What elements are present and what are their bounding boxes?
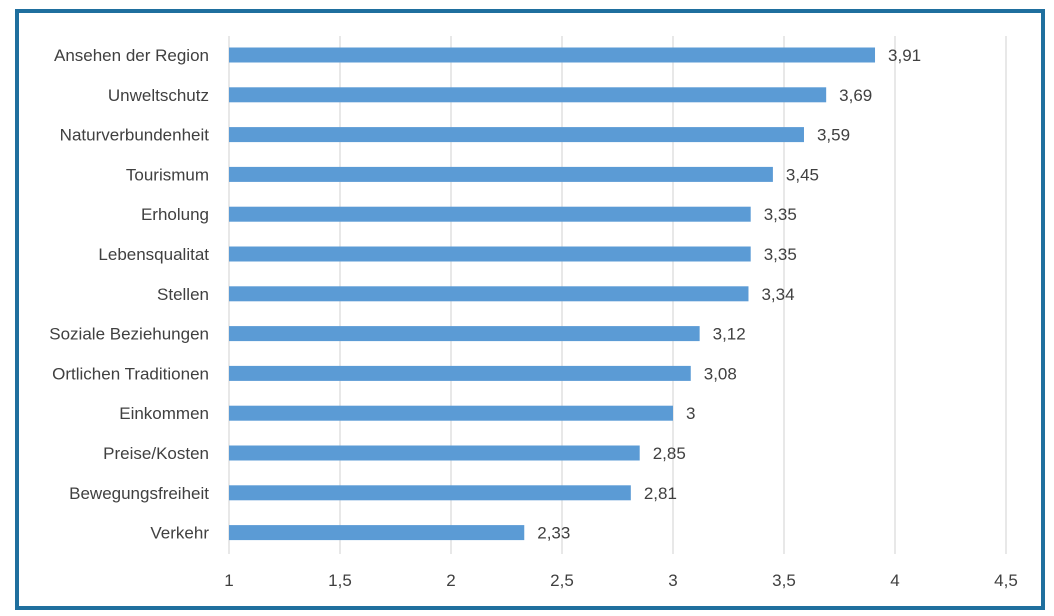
x-tick-label: 1 — [224, 571, 233, 590]
category-label: Naturverbundenheit — [60, 126, 210, 145]
data-label: 3 — [686, 404, 695, 423]
category-label: Erholung — [141, 205, 209, 224]
data-label: 3,59 — [817, 126, 850, 145]
category-label: Soziale Beziehungen — [49, 325, 209, 344]
bar — [229, 485, 631, 501]
x-tick-label: 2 — [446, 571, 455, 590]
x-tick-label: 3,5 — [772, 571, 796, 590]
bar-series — [229, 47, 876, 541]
bar — [229, 166, 773, 182]
bar — [229, 246, 751, 262]
bar — [229, 405, 673, 421]
category-labels: Ansehen der Region Unweltschutz Naturverbu… — [49, 46, 209, 543]
category-label: Lebensqualitat — [98, 245, 209, 264]
chart-frame — [15, 9, 1045, 610]
x-tick-label: 2,5 — [550, 571, 574, 590]
category-label: Ansehen der Region — [54, 46, 209, 65]
bar — [229, 206, 751, 222]
data-label: 3,08 — [704, 364, 737, 383]
x-axis-tick-labels: 1 1,5 2 2,5 3 3,5 4 4,5 — [224, 571, 1018, 590]
bar — [229, 127, 804, 143]
category-label: Ortlichen Traditionen — [52, 364, 209, 383]
data-label: 2,81 — [644, 484, 677, 503]
bar — [229, 286, 749, 302]
category-label: Tourismum — [126, 165, 209, 184]
bar — [229, 445, 640, 461]
category-label: Einkommen — [119, 404, 209, 423]
x-tick-label: 4 — [890, 571, 899, 590]
data-label: 3,35 — [764, 205, 797, 224]
data-label: 3,91 — [888, 46, 921, 65]
category-label: Preise/Kosten — [103, 444, 209, 463]
bar — [229, 525, 525, 541]
category-label: Stellen — [157, 285, 209, 304]
category-label: Unweltschutz — [108, 86, 209, 105]
data-labels: 3,91 3,69 3,59 3,45 3,35 3,35 3,34 3,12 3,08 3 2,8… — [537, 46, 921, 543]
x-tick-label: 1,5 — [328, 571, 352, 590]
bar — [229, 47, 876, 63]
data-label: 3,45 — [786, 165, 819, 184]
data-label: 3,69 — [839, 86, 872, 105]
x-tick-label: 4,5 — [994, 571, 1018, 590]
category-label: Verkehr — [150, 524, 209, 543]
data-label: 3,12 — [713, 325, 746, 344]
data-label: 2,33 — [537, 524, 570, 543]
category-label: Bewegungsfreiheit — [69, 484, 209, 503]
x-tick-label: 3 — [668, 571, 677, 590]
bar — [229, 365, 691, 381]
data-label: 3,35 — [764, 245, 797, 264]
data-label: 2,85 — [653, 444, 686, 463]
bar — [229, 326, 700, 342]
data-label: 3,34 — [761, 285, 794, 304]
bar — [229, 87, 827, 103]
